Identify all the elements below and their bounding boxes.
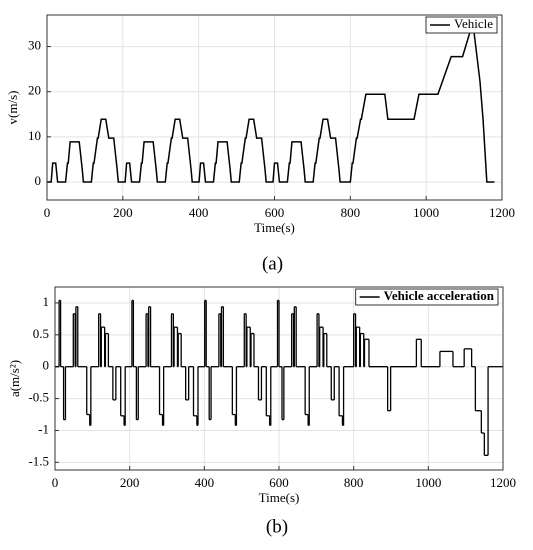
- x-tick-label: 0: [44, 205, 51, 220]
- plot-frame: [46, 14, 503, 201]
- caption: (a): [262, 253, 283, 274]
- y-axis-label: v(m/s): [5, 91, 20, 125]
- x-tick-label: 800: [341, 205, 361, 220]
- legend-box: [425, 16, 498, 34]
- x-tick-label: 200: [113, 205, 133, 220]
- x-tick-label: 800: [344, 475, 364, 490]
- plot-frame: [54, 286, 504, 471]
- y-tick-label: -1: [38, 421, 49, 436]
- legend-box: [355, 288, 499, 306]
- y-tick-label: 0: [35, 173, 42, 188]
- y-tick-label: 1: [43, 294, 50, 309]
- x-tick-label: 200: [120, 475, 140, 490]
- y-tick-label: 0: [43, 358, 50, 373]
- y-tick-label: 10: [28, 128, 41, 143]
- legend: Vehicle acceleration: [355, 288, 499, 306]
- y-tick-label: 20: [28, 83, 41, 98]
- x-axis-label: Time(s): [254, 220, 295, 235]
- legend: Vehicle: [425, 16, 498, 34]
- x-axis-label: Time(s): [259, 490, 300, 505]
- legend-label: Vehicle acceleration: [384, 288, 495, 303]
- legend-label: Vehicle: [454, 16, 493, 31]
- x-tick-label: 1000: [413, 205, 439, 220]
- x-tick-label: 400: [189, 205, 209, 220]
- data-line: [47, 30, 495, 183]
- x-tick-label: 400: [195, 475, 215, 490]
- caption: (b): [266, 516, 288, 537]
- x-tick-label: 600: [265, 205, 285, 220]
- x-tick-label: 0: [52, 475, 59, 490]
- x-tick-label: 1200: [490, 475, 516, 490]
- y-tick-label: 0.5: [33, 326, 49, 341]
- y-tick-label: -1.5: [28, 453, 49, 468]
- y-tick-label: -0.5: [28, 390, 49, 405]
- y-axis-label: a(m/s²): [7, 360, 22, 397]
- x-tick-label: 600: [269, 475, 289, 490]
- x-tick-label: 1200: [489, 205, 515, 220]
- x-tick-label: 1000: [415, 475, 441, 490]
- y-tick-label: 30: [28, 38, 41, 53]
